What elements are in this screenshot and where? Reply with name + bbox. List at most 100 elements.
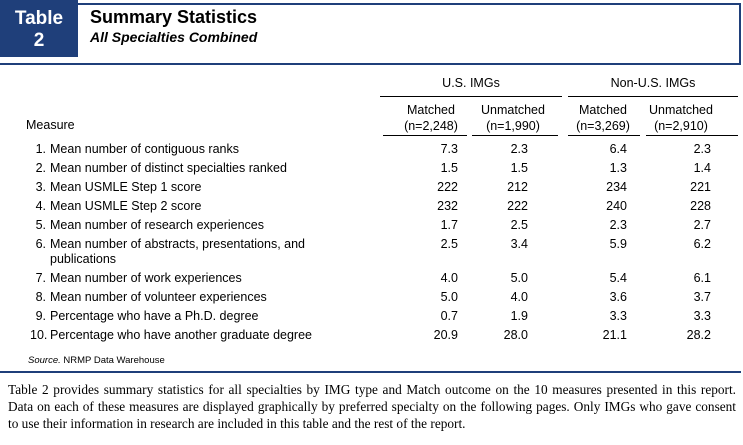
row-value-1: 2.5 [440, 237, 458, 251]
row-value-2: 5.0 [510, 271, 528, 285]
title-block: Summary Statistics All Specialties Combi… [90, 6, 257, 46]
source-note: Source. NRMP Data Warehouse [28, 355, 165, 366]
row-index: 3. [35, 180, 46, 194]
column-header-measure: Measure [26, 118, 75, 132]
row-value-2: 28.0 [503, 328, 528, 342]
row-index: 10. [30, 328, 48, 342]
table-body: 1. Mean number of contiguous ranks 7.3 2.3 6… [0, 140, 743, 345]
top-rule [78, 3, 741, 5]
row-measure: Mean number of research experiences [50, 218, 265, 232]
row-value-2: 3.4 [510, 237, 528, 251]
group-rule-us [380, 96, 562, 97]
source-text: NRMP Data Warehouse [63, 355, 165, 366]
row-value-1: 1.7 [440, 218, 458, 232]
table-badge: Table 2 [0, 0, 78, 57]
column-rule-3 [568, 135, 640, 136]
row-value-3: 1.3 [609, 161, 627, 175]
right-rule [739, 3, 741, 63]
row-value-4: 3.3 [693, 309, 711, 323]
row-value-2: 1.9 [510, 309, 528, 323]
row-measure: Mean number of work experiences [50, 271, 242, 285]
row-index: 7. [35, 271, 46, 285]
page-subtitle: All Specialties Combined [90, 29, 258, 45]
row-value-4: 3.7 [693, 290, 711, 304]
table-row: 7. Mean number of work experiences 4.0 5.0 5… [0, 269, 743, 288]
row-value-4: 2.3 [693, 142, 711, 156]
row-value-1: 222 [437, 180, 458, 194]
row-value-4: 1.4 [693, 161, 711, 175]
row-value-3: 3.6 [609, 290, 627, 304]
row-value-4: 6.2 [693, 237, 711, 251]
table-row: 1. Mean number of contiguous ranks 7.3 2.3 6… [0, 140, 743, 159]
row-index: 2. [35, 161, 46, 175]
column-header-nonus-unmatched: Unmatched (n=2,910) [640, 102, 722, 134]
column-header-us-matched-n: (n=2,248) [404, 119, 458, 133]
row-index: 4. [35, 199, 46, 213]
table-row: 8. Mean number of volunteer experiences 5.… [0, 288, 743, 307]
row-measure: Mean number of contiguous ranks [50, 142, 239, 156]
row-value-2: 222 [507, 199, 528, 213]
row-value-3: 2.3 [609, 218, 627, 232]
group-header-us-imgs: U.S. IMGs [442, 76, 500, 90]
row-value-2: 2.5 [510, 218, 528, 232]
row-value-2: 2.3 [510, 142, 528, 156]
table-row: 9. Percentage who have a Ph.D. degree 0.7 1… [0, 307, 743, 326]
column-header-nonus-matched-label: Matched [579, 103, 627, 117]
column-header-us-matched-label: Matched [407, 103, 455, 117]
column-header-nonus-matched-n: (n=3,269) [576, 119, 630, 133]
column-header-us-matched: Matched (n=2,248) [390, 102, 472, 134]
column-header-us-unmatched-label: Unmatched [481, 103, 545, 117]
row-value-1: 0.7 [440, 309, 458, 323]
row-index: 8. [35, 290, 46, 304]
table-row: 10. Percentage who have another graduate … [0, 326, 743, 345]
row-value-3: 3.3 [609, 309, 627, 323]
column-header-us-unmatched: Unmatched (n=1,990) [472, 102, 554, 134]
row-measure: Percentage who have a Ph.D. degree [50, 309, 259, 323]
row-value-3: 5.4 [609, 271, 627, 285]
table-row: 2. Mean number of distinct specialties ra… [0, 159, 743, 178]
row-value-4: 221 [690, 180, 711, 194]
header-bottom-rule [0, 63, 741, 65]
row-index: 6. [35, 237, 46, 251]
table-row: 3. Mean USMLE Step 1 score 222 212 234 221 [0, 178, 743, 197]
page-title: Summary Statistics [90, 7, 258, 27]
row-value-1: 20.9 [433, 328, 458, 342]
row-value-1: 1.5 [440, 161, 458, 175]
row-value-2: 1.5 [510, 161, 528, 175]
row-measure: Mean number of abstracts, presentations,… [50, 237, 306, 266]
column-header-nonus-matched: Matched (n=3,269) [562, 102, 644, 134]
column-rule-4 [646, 135, 738, 136]
row-measure: Mean number of distinct specialties rank… [50, 161, 287, 175]
column-header-nonus-unmatched-label: Unmatched [649, 103, 713, 117]
row-measure: Mean number of volunteer experiences [50, 290, 267, 304]
column-header-nonus-unmatched-n: (n=2,910) [654, 119, 708, 133]
table-row: 6. Mean number of abstracts, presentation… [0, 235, 743, 269]
row-value-1: 5.0 [440, 290, 458, 304]
table-badge-number: 2 [33, 30, 45, 51]
row-index: 1. [35, 142, 46, 156]
row-value-4: 28.2 [686, 328, 711, 342]
row-measure: Mean USMLE Step 1 score [50, 180, 202, 194]
row-index: 5. [35, 218, 46, 232]
column-rule-1 [383, 135, 467, 136]
table-bottom-rule [0, 371, 741, 373]
row-value-3: 240 [606, 199, 627, 213]
row-value-3: 6.4 [609, 142, 627, 156]
row-value-2: 212 [507, 180, 528, 194]
row-value-2: 4.0 [510, 290, 528, 304]
row-value-4: 6.1 [693, 271, 711, 285]
row-value-1: 232 [437, 199, 458, 213]
row-value-3: 21.1 [602, 328, 627, 342]
table-row: 5. Mean number of research experiences 1.7… [0, 216, 743, 235]
group-header-non-us-imgs: Non-U.S. IMGs [610, 76, 696, 90]
column-header-us-unmatched-n: (n=1,990) [486, 119, 540, 133]
table-row: 4. Mean USMLE Step 2 score 232 222 240 228 [0, 197, 743, 216]
row-value-1: 7.3 [440, 142, 458, 156]
body-paragraph: Table 2 provides summary statistics for … [8, 382, 736, 431]
row-value-3: 234 [606, 180, 627, 194]
row-value-4: 228 [690, 199, 711, 213]
row-value-1: 4.0 [440, 271, 458, 285]
row-measure: Percentage who have another graduate deg… [50, 328, 312, 342]
source-label: Source. [28, 355, 61, 366]
group-rule-non-us [568, 96, 738, 97]
